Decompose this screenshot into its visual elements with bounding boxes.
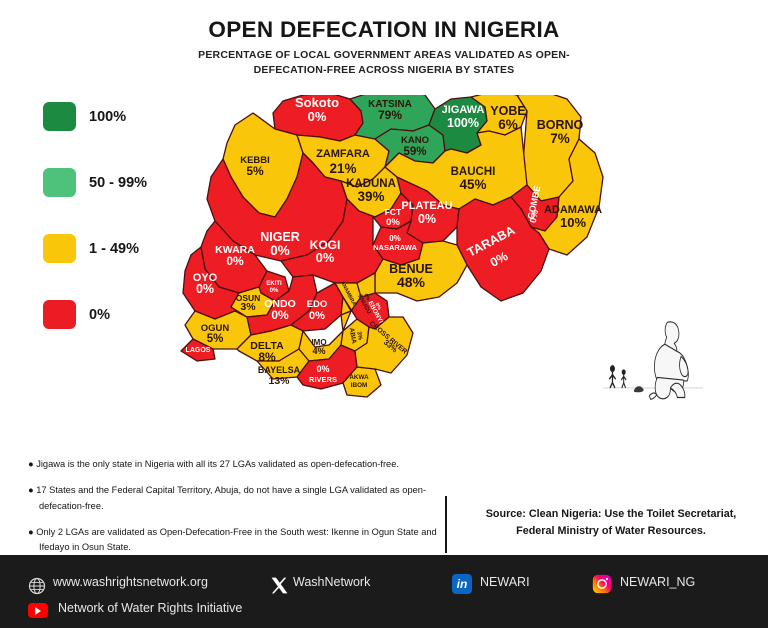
svg-text:Sokoto: Sokoto bbox=[295, 95, 339, 110]
svg-text:0%: 0% bbox=[389, 234, 401, 243]
svg-text:45%: 45% bbox=[459, 177, 486, 192]
svg-text:100%: 100% bbox=[447, 116, 479, 130]
svg-text:10%: 10% bbox=[560, 215, 586, 230]
svg-text:8%: 8% bbox=[258, 350, 276, 364]
svg-text:59%: 59% bbox=[403, 146, 426, 158]
svg-text:0%: 0% bbox=[418, 212, 436, 226]
svg-text:0%: 0% bbox=[271, 308, 289, 322]
svg-text:NASARAWA: NASARAWA bbox=[373, 243, 417, 252]
svg-text:48%: 48% bbox=[397, 274, 426, 290]
svg-text:79%: 79% bbox=[378, 108, 402, 122]
svg-text:0%: 0% bbox=[270, 243, 290, 258]
svg-text:YOBE: YOBE bbox=[490, 104, 525, 118]
svg-text:0%: 0% bbox=[226, 254, 244, 268]
svg-text:0%: 0% bbox=[386, 217, 400, 228]
svg-text:0%: 0% bbox=[270, 288, 279, 294]
svg-text:4%: 4% bbox=[312, 346, 325, 356]
svg-text:FCT: FCT bbox=[385, 207, 402, 217]
svg-text:5%: 5% bbox=[246, 164, 264, 178]
svg-text:0%: 0% bbox=[316, 364, 329, 374]
svg-text:JIGAWA: JIGAWA bbox=[442, 104, 485, 116]
svg-text:RIVERS: RIVERS bbox=[309, 375, 337, 384]
svg-text:LAGOS: LAGOS bbox=[186, 347, 211, 354]
svg-text:0%: 0% bbox=[316, 250, 335, 265]
svg-text:6%: 6% bbox=[498, 117, 518, 132]
svg-text:EKITI: EKITI bbox=[266, 281, 282, 287]
svg-text:PLATEAU: PLATEAU bbox=[401, 200, 452, 212]
svg-text:KANO: KANO bbox=[401, 135, 429, 146]
svg-text:39%: 39% bbox=[357, 189, 384, 204]
svg-text:BAYELSA: BAYELSA bbox=[258, 365, 301, 375]
svg-text:IBOM: IBOM bbox=[351, 382, 367, 389]
svg-text:13%: 13% bbox=[268, 375, 290, 387]
svg-text:NIGER: NIGER bbox=[260, 230, 300, 244]
svg-text:BORNO: BORNO bbox=[537, 118, 584, 132]
svg-text:5%: 5% bbox=[207, 333, 224, 345]
svg-text:3%: 3% bbox=[240, 301, 256, 313]
svg-text:AKWA: AKWA bbox=[349, 374, 369, 381]
svg-text:21%: 21% bbox=[329, 161, 356, 176]
svg-text:ZAMFARA: ZAMFARA bbox=[316, 148, 370, 160]
svg-text:EDO: EDO bbox=[307, 299, 328, 310]
svg-text:7%: 7% bbox=[550, 131, 570, 146]
svg-text:0%: 0% bbox=[196, 282, 214, 296]
svg-text:0%: 0% bbox=[308, 109, 327, 124]
svg-text:0%: 0% bbox=[309, 310, 325, 322]
